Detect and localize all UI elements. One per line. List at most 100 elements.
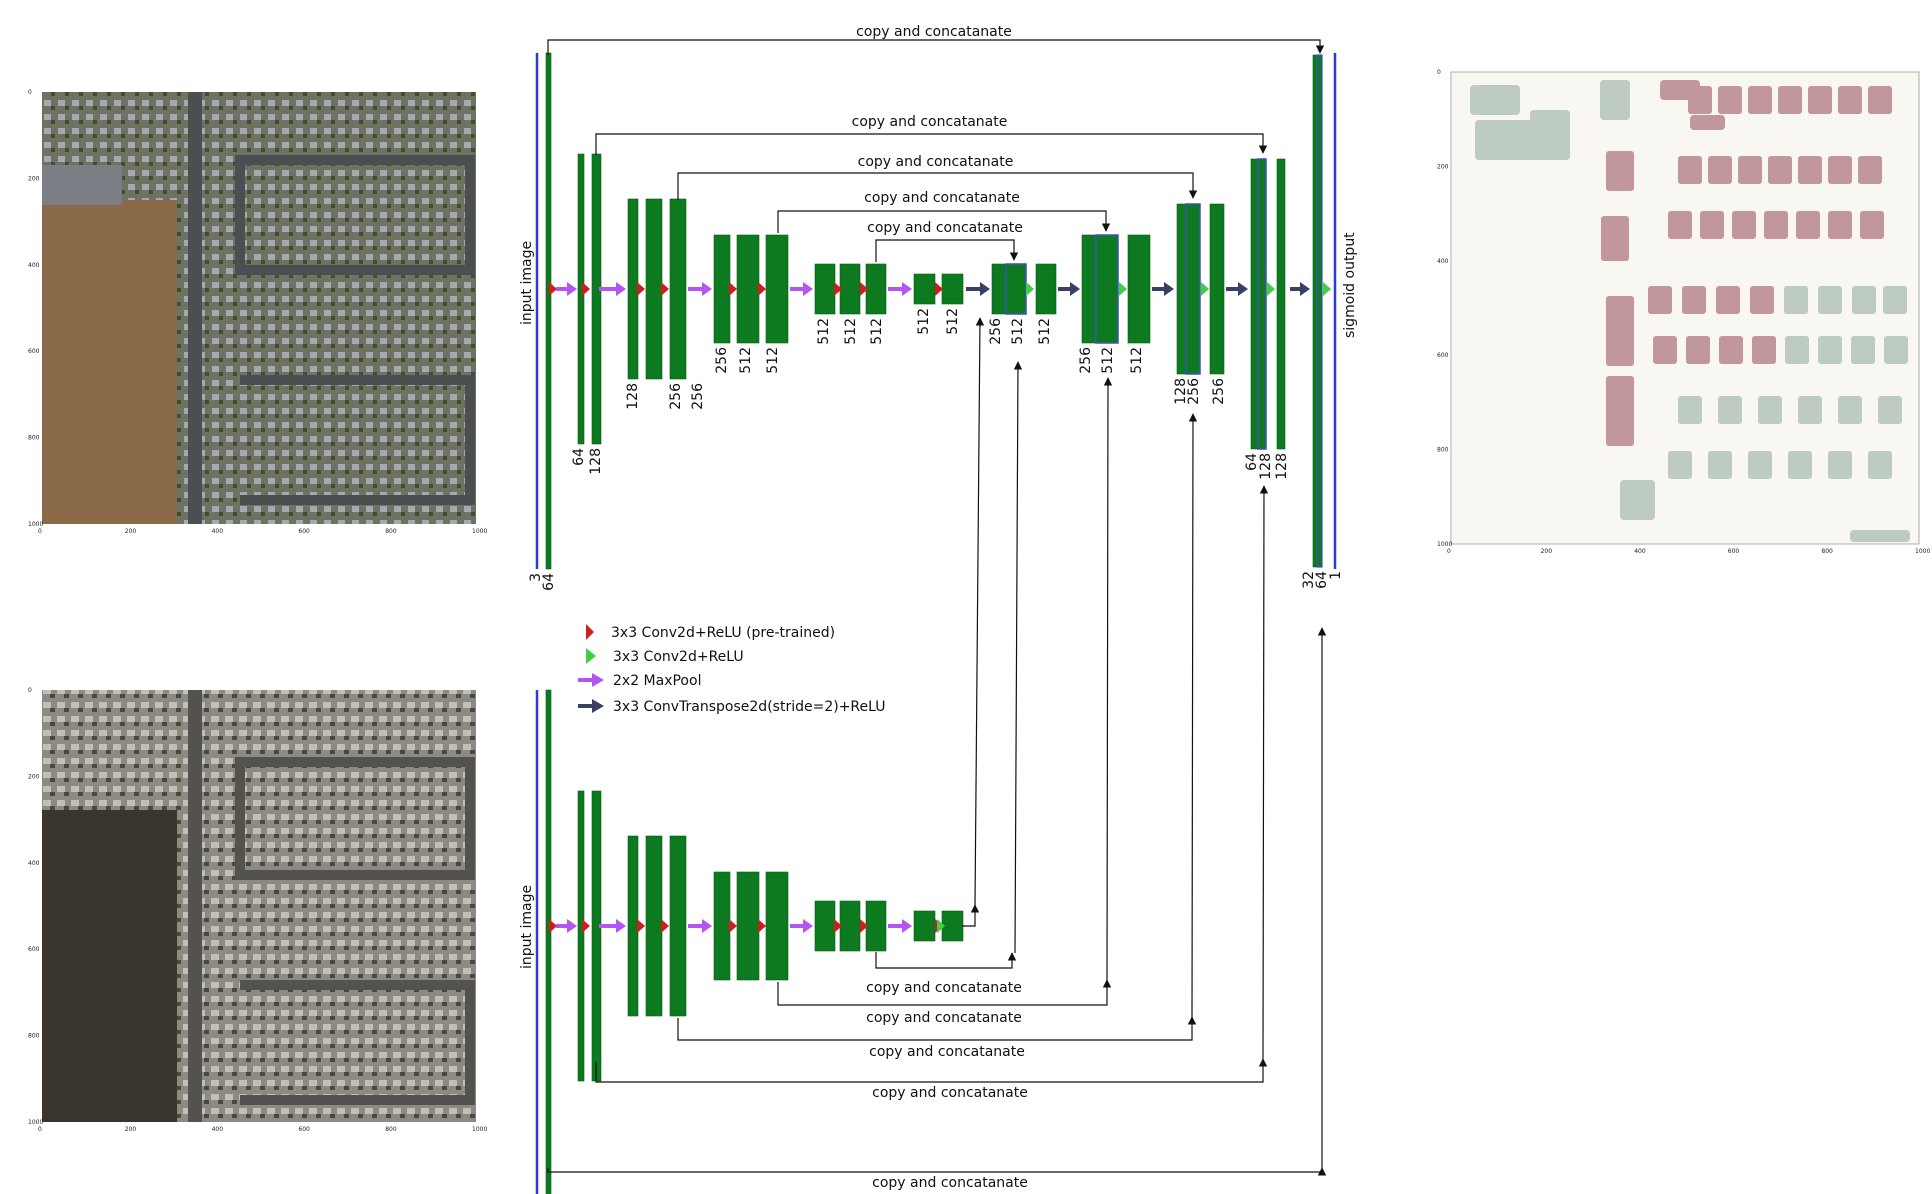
mask-building [1798,396,1822,424]
decoder-channel-label: 256 [1186,378,1202,405]
mask-building [1788,451,1812,479]
mask-building [1682,286,1706,314]
feature-map-block [1250,158,1259,450]
legend-item-3: 3x3 ConvTranspose2d(stride=2)+ReLU [613,699,885,715]
mask-building [1606,296,1634,366]
feature-map-block [1035,263,1057,315]
y-tick-label: 600 [1437,352,1449,359]
feature-map-block [1081,234,1097,344]
maxpool-arrow-head [902,282,912,296]
feature-map-block [913,910,936,942]
mask-building [1700,211,1724,239]
skip-connection-line [547,39,1325,55]
mask-building [1818,286,1842,314]
feature-map-block [941,910,964,942]
concat-label: copy and concatanate [866,1010,1022,1026]
skip-connection-line [777,979,1112,1006]
concat-label: copy and concatanate [869,1044,1025,1060]
skip-connection-line [962,904,980,927]
encoder-channel-label: 512 [869,318,885,345]
mask-building [1708,451,1732,479]
decoder-channel-label: 64 [1244,453,1260,471]
feature-map-block [713,871,731,981]
skip-connection-line [777,210,1111,233]
mask-building [1750,286,1774,314]
encoder-channel-label: 512 [843,318,859,345]
red-triangle-icon [758,919,766,933]
maxpool-arrow-head [702,919,712,933]
feature-map-block [591,153,602,445]
red-triangle-icon [661,919,669,933]
feature-map-block [591,790,602,1082]
x-tick-label: 400 [212,1126,224,1133]
mask-building [1653,336,1677,364]
x-tick-label: 0 [38,1126,42,1133]
mask-building [1764,211,1788,239]
y-tick-label: 600 [28,946,40,953]
mask-building [1768,156,1792,184]
mask-building [1718,86,1742,114]
feature-map-block [1127,234,1151,344]
red-triangle-icon [582,282,590,296]
y-tick-label: 800 [1437,447,1449,454]
x-tick-label: 600 [1728,548,1740,555]
maxpool-arrow-head [567,919,577,933]
encoder-channel-label: 512 [816,318,832,345]
red-triangle-icon [758,282,766,296]
concat-block-highlight [1005,263,1027,315]
decoder-channel-label: 128 [1258,453,1274,480]
mask-building [1606,376,1634,446]
feature-map-block [839,900,861,952]
feature-map-block [765,234,789,344]
mask-building [1868,86,1892,114]
green-triangle-icon [586,648,596,664]
input-label-top: input image [519,241,535,325]
y-tick-label: 1000 [1437,541,1452,548]
red-triangle-icon [860,282,868,296]
legend-item-2: 2x2 MaxPool [613,673,701,689]
red-triangle-icon [834,919,842,933]
feature-map-block [1176,203,1187,375]
x-tick-label: 0 [1447,548,1451,555]
encoder-channel-label: 64 [541,573,557,591]
feature-map-block [645,835,663,1017]
convtranspose-arrow-head [1300,282,1310,296]
feature-map-block [645,198,663,380]
x-tick-label: 0 [38,528,42,535]
feature-map-block [941,273,964,305]
concat-block-highlight [1316,54,1323,568]
maxpool-arrow-head [567,282,577,296]
mask-building [1851,336,1875,364]
mask-building [1530,110,1570,160]
red-triangle-icon [549,919,557,933]
mask-building [1883,286,1907,314]
green-triangle-icon [1026,282,1034,296]
x-tick-label: 800 [385,1126,397,1133]
y-tick-label: 400 [28,262,40,269]
pre-image-ticks: 0 0 200 200 400 400 600 600 800 800 1000 1000 [28,89,487,535]
skip-connection-line [1103,377,1113,981]
decoder-channel-label: 256 [988,318,1004,345]
mask-building [1732,211,1756,239]
decoder-channel-label: 256 [1211,378,1227,405]
network-blocks [535,52,1337,1194]
pre-disaster-image [42,92,476,524]
convtranspose-arrow-head [980,282,990,296]
mask-building [1708,156,1732,184]
red-triangle-icon [860,919,868,933]
encoder-channel-label: 512 [945,308,961,335]
mask-buildings-intact [1470,80,1910,542]
x-tick-label: 600 [298,528,310,535]
mask-building [1660,80,1700,100]
skip-connection-line [875,952,1017,969]
maxpool-arrow-head [803,919,813,933]
red-triangle-icon [729,919,737,933]
feature-map-block [736,871,760,981]
mask-building [1778,86,1802,114]
mask-building [1818,336,1842,364]
red-triangle-icon [582,919,590,933]
y-tick-label: 200 [28,773,40,780]
mask-building [1784,286,1808,314]
mask-building [1719,336,1743,364]
x-tick-label: 600 [298,1126,310,1133]
